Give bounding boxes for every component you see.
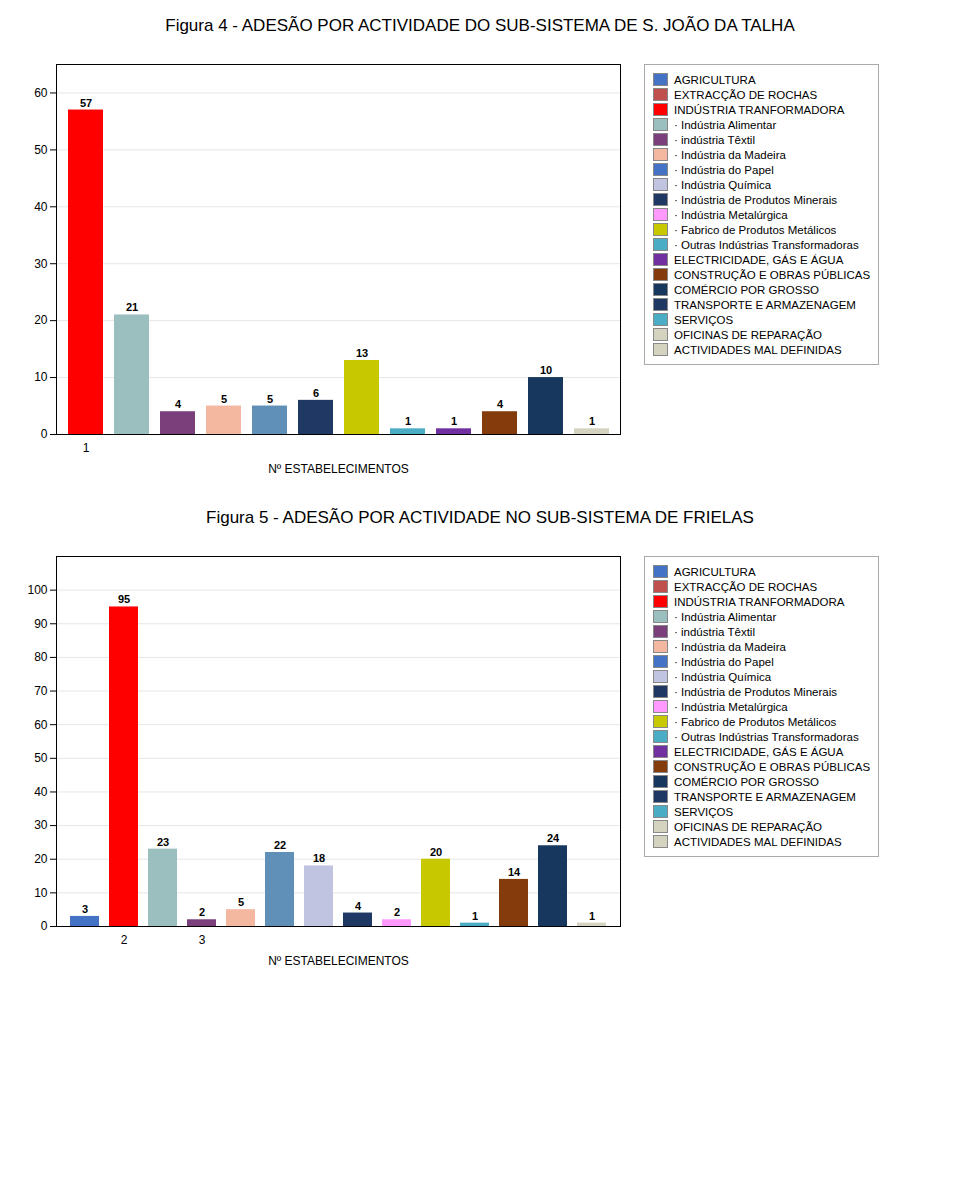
svg-text:100: 100	[27, 583, 47, 597]
svg-text:5: 5	[238, 896, 244, 908]
svg-text:10: 10	[34, 370, 48, 384]
svg-text:2: 2	[121, 933, 128, 947]
svg-text:2: 2	[199, 906, 205, 918]
html-text:TRANSPORTE E ARMAZENAGEM: TRANSPORTE E ARMAZENAGEM	[674, 790, 856, 803]
html-text:INDÚSTRIA TRANFORMADORA: INDÚSTRIA TRANFORMADORA	[674, 103, 845, 116]
html-text:· Indústria da Madeira: · Indústria da Madeira	[674, 640, 786, 653]
svg-text:80: 80	[34, 650, 48, 664]
html-text:OFICINAS DE REPARAÇÃO: OFICINAS DE REPARAÇÃO	[674, 820, 822, 833]
html-text:TRANSPORTE E ARMAZENAGEM: TRANSPORTE E ARMAZENAGEM	[674, 298, 856, 311]
svg-text:1: 1	[451, 415, 457, 427]
html-text:SERVIÇOS: SERVIÇOS	[674, 313, 734, 326]
svg-text:5: 5	[221, 393, 227, 405]
svg-text:2: 2	[394, 906, 400, 918]
html-text:· Fabrico de Produtos Metálico: · Fabrico de Produtos Metálicos	[674, 223, 837, 236]
html-text:· Indústria Química: · Indústria Química	[674, 670, 772, 683]
html-text:AGRICULTURA: AGRICULTURA	[674, 565, 756, 578]
svg-text:40: 40	[34, 200, 48, 214]
svg-text:0: 0	[41, 427, 48, 441]
svg-text:4: 4	[497, 398, 504, 410]
svg-text:10: 10	[34, 886, 48, 900]
html-text:INDÚSTRIA TRANFORMADORA: INDÚSTRIA TRANFORMADORA	[674, 595, 845, 608]
svg-text:60: 60	[34, 718, 48, 732]
svg-text:57: 57	[80, 97, 92, 109]
html-text:· Outras Indústrias Transforma: · Outras Indústrias Transformadoras	[674, 730, 859, 743]
svg-text:30: 30	[34, 257, 48, 271]
svg-text:14: 14	[508, 866, 521, 878]
svg-text:22: 22	[274, 839, 286, 851]
html-text:· Indústria de Produtos Minera: · Indústria de Produtos Minerais	[674, 193, 837, 206]
html-text:CONSTRUÇÃO E OBRAS PÚBLICAS: CONSTRUÇÃO E OBRAS PÚBLICAS	[674, 268, 871, 281]
html-text:EXTRACÇÃO DE ROCHAS: EXTRACÇÃO DE ROCHAS	[674, 580, 818, 593]
svg-text:13: 13	[356, 347, 368, 359]
svg-text:21: 21	[126, 301, 138, 313]
html-text:SERVIÇOS: SERVIÇOS	[674, 805, 734, 818]
html-text:· Indústria Química: · Indústria Química	[674, 178, 772, 191]
html-text:COMÉRCIO POR GROSSO: COMÉRCIO POR GROSSO	[674, 283, 819, 296]
svg-text:24: 24	[547, 832, 560, 844]
html-text:· Indústria da Madeira: · Indústria da Madeira	[674, 148, 786, 161]
svg-text:1: 1	[589, 415, 595, 427]
svg-text:70: 70	[34, 684, 48, 698]
html-text:Figura 5 - ADESÃO POR ACTIVIDA: Figura 5 - ADESÃO POR ACTIVIDADE NO SUB-…	[206, 508, 754, 527]
svg-text:4: 4	[355, 900, 362, 912]
html-text:· Indústria Alimentar: · Indústria Alimentar	[674, 610, 777, 623]
html-text:· Outras Indústrias Transforma: · Outras Indústrias Transformadoras	[674, 238, 859, 251]
html-text:· indústria Têxtil: · indústria Têxtil	[674, 625, 755, 638]
svg-text:Nº ESTABELECIMENTOS: Nº ESTABELECIMENTOS	[268, 462, 409, 476]
svg-text:95: 95	[118, 593, 130, 605]
html-text:CONSTRUÇÃO E OBRAS PÚBLICAS: CONSTRUÇÃO E OBRAS PÚBLICAS	[674, 760, 871, 773]
svg-text:1: 1	[589, 910, 595, 922]
html-text:ACTIVIDADES MAL DEFINIDAS: ACTIVIDADES MAL DEFINIDAS	[674, 835, 842, 848]
html-text:· Indústria Alimentar: · Indústria Alimentar	[674, 118, 777, 131]
html-text:Figura 4 - ADESÃO POR ACTIVIDA: Figura 4 - ADESÃO POR ACTIVIDADE DO SUB-…	[165, 16, 795, 35]
svg-text:60: 60	[34, 86, 48, 100]
svg-text:5: 5	[267, 393, 273, 405]
svg-text:1: 1	[405, 415, 411, 427]
html-text:· Indústria de Produtos Minera: · Indústria de Produtos Minerais	[674, 685, 837, 698]
svg-text:Nº ESTABELECIMENTOS: Nº ESTABELECIMENTOS	[268, 954, 409, 968]
html-text:COMÉRCIO POR GROSSO: COMÉRCIO POR GROSSO	[674, 775, 819, 788]
svg-text:4: 4	[175, 398, 182, 410]
svg-text:3: 3	[82, 903, 88, 915]
html-text:ELECTRICIDADE, GÁS E ÁGUA: ELECTRICIDADE, GÁS E ÁGUA	[674, 745, 844, 758]
svg-text:30: 30	[34, 818, 48, 832]
html-text:AGRICULTURA: AGRICULTURA	[674, 73, 756, 86]
svg-text:6: 6	[313, 387, 319, 399]
html-text:EXTRACÇÃO DE ROCHAS: EXTRACÇÃO DE ROCHAS	[674, 88, 818, 101]
svg-text:23: 23	[157, 836, 169, 848]
svg-text:1: 1	[83, 441, 90, 455]
html-text:· Indústria do Papel: · Indústria do Papel	[674, 163, 774, 176]
svg-text:1: 1	[472, 910, 478, 922]
svg-text:0: 0	[41, 919, 48, 933]
html-text:· Indústria Metalúrgica: · Indústria Metalúrgica	[674, 208, 788, 221]
svg-text:40: 40	[34, 785, 48, 799]
html-text:· Indústria Metalúrgica: · Indústria Metalúrgica	[674, 700, 788, 713]
svg-text:3: 3	[199, 933, 206, 947]
svg-text:20: 20	[34, 313, 48, 327]
svg-text:50: 50	[34, 143, 48, 157]
html-text:ELECTRICIDADE, GÁS E ÁGUA: ELECTRICIDADE, GÁS E ÁGUA	[674, 253, 844, 266]
svg-text:20: 20	[430, 846, 442, 858]
svg-text:18: 18	[313, 852, 325, 864]
html-text:· Indústria do Papel: · Indústria do Papel	[674, 655, 774, 668]
html-text:OFICINAS DE REPARAÇÃO: OFICINAS DE REPARAÇÃO	[674, 328, 822, 341]
svg-text:90: 90	[34, 617, 48, 631]
html-text:· Fabrico de Produtos Metálico: · Fabrico de Produtos Metálicos	[674, 715, 837, 728]
svg-text:10: 10	[540, 364, 552, 376]
html-text:ACTIVIDADES MAL DEFINIDAS: ACTIVIDADES MAL DEFINIDAS	[674, 343, 842, 356]
html-text:· indústria Têxtil: · indústria Têxtil	[674, 133, 755, 146]
svg-text:20: 20	[34, 852, 48, 866]
svg-text:50: 50	[34, 751, 48, 765]
